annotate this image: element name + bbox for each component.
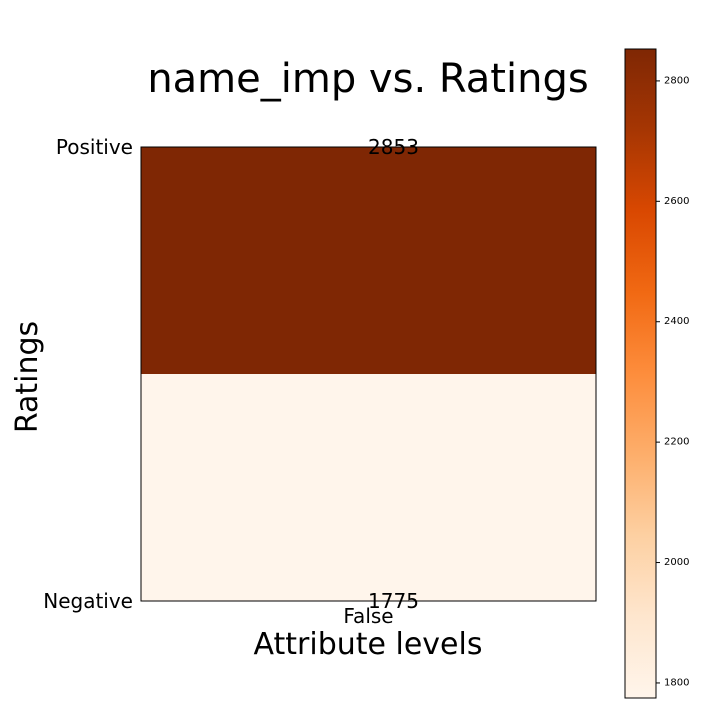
y-tick-label: Negative [43,589,133,613]
colorbar [624,48,657,699]
heatmap-cell [141,374,596,601]
y-tick-label: Positive [56,135,133,159]
colorbar-tick-label: 2000 [664,557,689,568]
x-tick-labels: False [343,604,393,628]
heatmap-cell [141,147,596,374]
heatmap-cells [141,147,596,601]
y-axis-label: Ratings [10,321,45,433]
cell-value-labels: 1775 2853 [368,135,419,613]
colorbar-ticks: 1800 2000 2200 2400 2600 2800 [656,75,689,688]
cell-value-label: 2853 [368,135,419,159]
plot-frame [140,146,597,602]
x-tick-label: False [343,604,393,628]
colorbar-tick-label: 2200 [664,437,689,448]
y-tick-labels: Negative Positive [43,135,133,613]
colorbar-tick-label: 1800 [664,677,689,688]
colorbar-tick-label: 2600 [664,196,689,207]
cell-value-label: 1775 [368,589,419,613]
colorbar-tick-label: 2400 [664,316,689,327]
colorbar-tick-label: 2800 [664,75,689,86]
x-axis-label: Attribute levels [254,627,483,662]
chart-title: name_imp vs. Ratings [147,56,588,102]
